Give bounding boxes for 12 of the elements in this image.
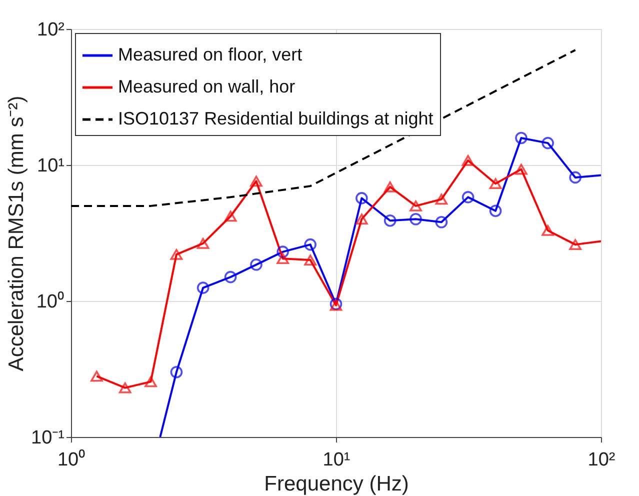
x-tick-label: 10² xyxy=(588,450,616,470)
x-tick-label: 10⁰ xyxy=(57,448,86,470)
y-axis-title: Acceleration RMS1s (mm s⁻²) xyxy=(5,96,28,372)
legend-label: Measured on floor, vert xyxy=(118,44,302,64)
legend-label: ISO10137 Residential buildings at night xyxy=(118,108,434,128)
y-tick-label: 10¹ xyxy=(37,156,64,176)
y-tick-label: 10⁰ xyxy=(36,290,64,312)
y-tick-label: 10² xyxy=(37,20,64,40)
x-tick-label: 10¹ xyxy=(322,450,350,470)
legend-label: Measured on wall, hor xyxy=(118,76,296,96)
x-axis-title: Frequency (Hz) xyxy=(264,472,409,496)
y-tick-label: 10⁻¹ xyxy=(31,428,64,448)
